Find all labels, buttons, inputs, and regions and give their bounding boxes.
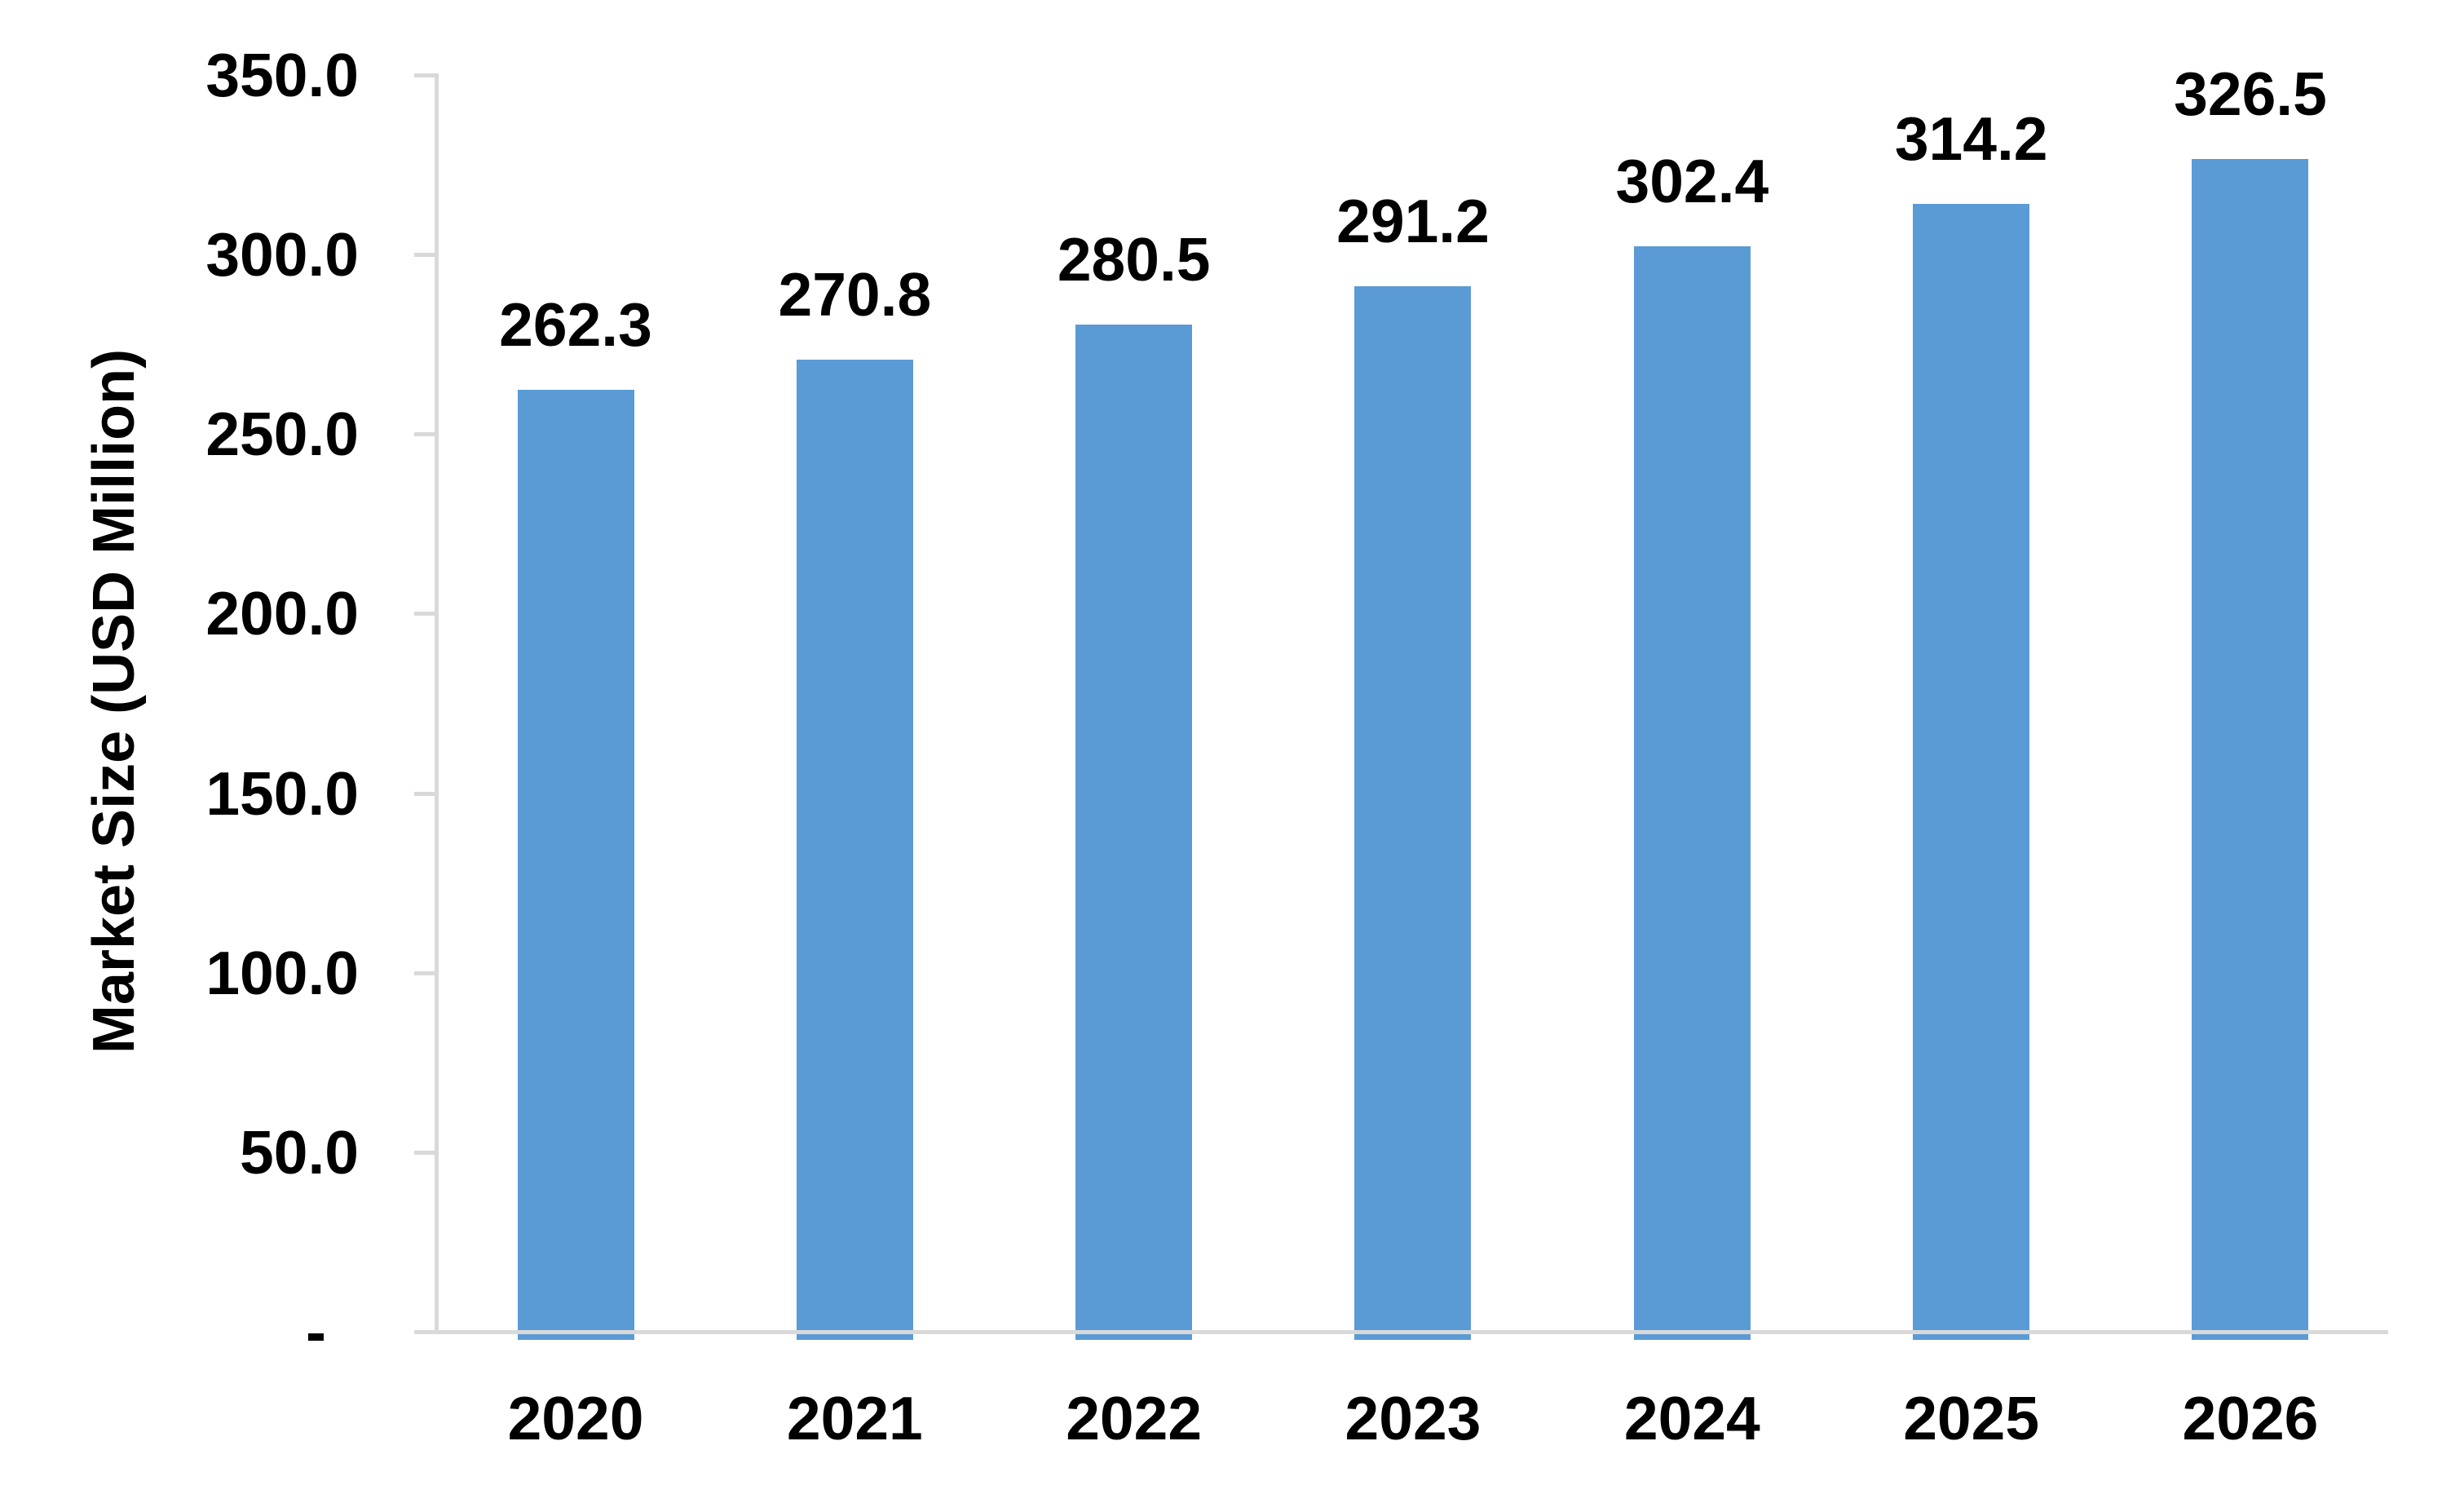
y-tick-label: 200.0 — [205, 579, 359, 648]
y-tick-mark — [414, 253, 439, 258]
y-tick-label: 50.0 — [240, 1117, 359, 1187]
bar-value-label: 270.8 — [778, 259, 932, 329]
y-tick-mark — [414, 73, 439, 77]
y-tick-mark — [414, 970, 439, 975]
bar-value-label: 280.5 — [1057, 224, 1211, 294]
y-tick-mark — [414, 612, 439, 617]
bar-2025 — [1913, 203, 2030, 1340]
y-tick-label: - — [306, 1297, 326, 1366]
y-tick-mark — [414, 432, 439, 437]
y-tick-label: 150.0 — [205, 758, 359, 828]
x-tick-label: 2026 — [2182, 1384, 2319, 1452]
y-tick-mark — [414, 1330, 439, 1334]
y-tick-label: 300.0 — [205, 220, 359, 290]
bar-value-label: 291.2 — [1336, 186, 1490, 255]
y-tick-mark — [414, 1150, 439, 1155]
x-tick-label: 2024 — [1623, 1384, 1760, 1452]
x-tick-label: 2021 — [786, 1384, 923, 1452]
x-tick-label: 2025 — [1903, 1384, 2040, 1452]
y-tick-mark — [414, 791, 439, 796]
x-axis-line — [414, 1330, 2388, 1334]
y-axis-line — [435, 75, 439, 1332]
bar-2026 — [2192, 159, 2309, 1340]
y-tick-label: 250.0 — [205, 400, 359, 469]
bar-2020 — [517, 390, 634, 1340]
bar-2023 — [1354, 285, 1472, 1340]
x-tick-label: 2020 — [507, 1384, 644, 1452]
x-tick-label: 2023 — [1345, 1384, 1481, 1452]
bar-value-label: 326.5 — [2174, 60, 2327, 129]
x-tick-label: 2022 — [1066, 1384, 1203, 1452]
bar-value-label: 302.4 — [1615, 146, 1769, 215]
bar-2024 — [1633, 245, 1751, 1340]
bar-value-label: 262.3 — [499, 290, 652, 360]
bar-2022 — [1075, 324, 1193, 1340]
bar-2021 — [796, 359, 913, 1340]
y-tick-label: 100.0 — [205, 938, 359, 1007]
y-tick-label: 350.0 — [205, 41, 359, 109]
bar-value-label: 314.2 — [1894, 104, 2048, 173]
